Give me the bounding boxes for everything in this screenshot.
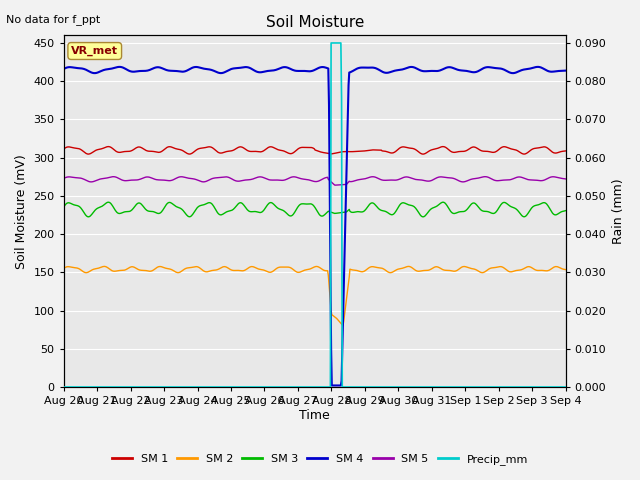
- Title: Soil Moisture: Soil Moisture: [266, 15, 364, 30]
- X-axis label: Time: Time: [300, 409, 330, 422]
- Y-axis label: Rain (mm): Rain (mm): [612, 179, 625, 244]
- Y-axis label: Soil Moisture (mV): Soil Moisture (mV): [15, 154, 28, 268]
- Legend: SM 1, SM 2, SM 3, SM 4, SM 5, Precip_mm: SM 1, SM 2, SM 3, SM 4, SM 5, Precip_mm: [108, 450, 532, 469]
- Text: No data for f_ppt: No data for f_ppt: [6, 14, 100, 25]
- Text: VR_met: VR_met: [71, 46, 118, 56]
